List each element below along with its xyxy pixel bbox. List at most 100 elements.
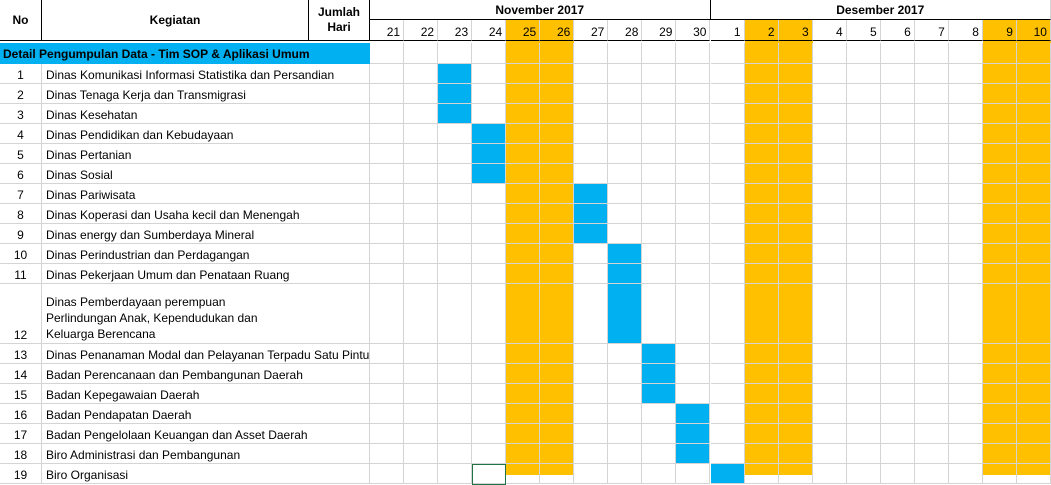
grid-cell[interactable]: [370, 244, 404, 264]
grid-cell[interactable]: [881, 344, 915, 364]
grid-cell[interactable]: [370, 84, 404, 104]
grid-cell[interactable]: [847, 424, 881, 444]
grid-cell[interactable]: [404, 84, 438, 104]
grid-cell[interactable]: [779, 144, 813, 164]
grid-cell[interactable]: [779, 224, 813, 244]
grid-cell[interactable]: [949, 244, 983, 264]
grid-cell[interactable]: [915, 264, 949, 284]
grid-cell[interactable]: [404, 144, 438, 164]
grid-cell[interactable]: [642, 244, 676, 264]
grid-cell[interactable]: [949, 344, 983, 364]
grid-cell[interactable]: [574, 124, 608, 144]
grid-cell[interactable]: [608, 184, 642, 204]
grid-cell[interactable]: [438, 144, 472, 164]
grid-cell[interactable]: [915, 364, 949, 384]
grid-cell[interactable]: [574, 204, 608, 224]
grid-cell[interactable]: [574, 104, 608, 124]
grid-cell[interactable]: [745, 264, 779, 284]
grid-cell[interactable]: [472, 424, 506, 444]
grid-cell[interactable]: [915, 384, 949, 404]
grid-cell[interactable]: [676, 464, 710, 484]
grid-cell[interactable]: [404, 264, 438, 284]
grid-cell[interactable]: [404, 124, 438, 144]
grid-cell[interactable]: [642, 384, 676, 404]
grid-cell[interactable]: [574, 344, 608, 364]
grid-cell[interactable]: [438, 344, 472, 364]
grid-cell[interactable]: [881, 424, 915, 444]
grid-cell[interactable]: [540, 344, 574, 364]
grid-cell[interactable]: [711, 344, 745, 364]
grid-cell[interactable]: [506, 404, 540, 424]
grid-cell[interactable]: [472, 124, 506, 144]
grid-cell[interactable]: [745, 344, 779, 364]
grid-cell[interactable]: [608, 284, 642, 344]
grid-cell[interactable]: [642, 184, 676, 204]
grid-cell[interactable]: [642, 404, 676, 424]
grid-cell[interactable]: [370, 464, 404, 484]
grid-cell[interactable]: [813, 264, 847, 284]
grid-cell[interactable]: [779, 364, 813, 384]
grid-cell[interactable]: [404, 364, 438, 384]
grid-cell[interactable]: [438, 244, 472, 264]
grid-cell[interactable]: [881, 104, 915, 124]
grid-cell[interactable]: [1017, 184, 1051, 204]
grid-cell[interactable]: [847, 204, 881, 224]
grid-cell[interactable]: [949, 104, 983, 124]
grid-cell[interactable]: [506, 64, 540, 84]
grid-cell[interactable]: [711, 284, 745, 344]
grid-cell[interactable]: [574, 444, 608, 464]
grid-cell[interactable]: [404, 344, 438, 364]
grid-cell[interactable]: [506, 444, 540, 464]
grid-cell[interactable]: [676, 404, 710, 424]
grid-cell[interactable]: [1017, 164, 1051, 184]
grid-cell[interactable]: [745, 464, 779, 484]
grid-cell[interactable]: [711, 244, 745, 264]
grid-cell[interactable]: [745, 124, 779, 144]
grid-cell[interactable]: [983, 124, 1017, 144]
grid-cell[interactable]: [881, 404, 915, 424]
grid-cell[interactable]: [472, 84, 506, 104]
grid-cell[interactable]: [745, 84, 779, 104]
grid-cell[interactable]: [881, 264, 915, 284]
grid-cell[interactable]: [1017, 204, 1051, 224]
grid-cell[interactable]: [847, 364, 881, 384]
grid-cell[interactable]: [847, 384, 881, 404]
grid-cell[interactable]: [370, 144, 404, 164]
grid-cell[interactable]: [404, 404, 438, 424]
grid-cell[interactable]: [608, 444, 642, 464]
grid-cell[interactable]: [676, 384, 710, 404]
grid-cell[interactable]: [813, 144, 847, 164]
grid-cell[interactable]: [983, 84, 1017, 104]
grid-cell[interactable]: [540, 424, 574, 444]
grid-cell[interactable]: [506, 224, 540, 244]
grid-cell[interactable]: [949, 404, 983, 424]
grid-cell[interactable]: [608, 204, 642, 224]
grid-cell[interactable]: [506, 284, 540, 344]
grid-cell[interactable]: [404, 184, 438, 204]
grid-cell[interactable]: [711, 464, 745, 484]
grid-cell[interactable]: [506, 464, 540, 484]
grid-cell[interactable]: [949, 384, 983, 404]
grid-cell[interactable]: [949, 424, 983, 444]
grid-cell[interactable]: [370, 384, 404, 404]
grid-cell[interactable]: [642, 424, 676, 444]
grid-cell[interactable]: [915, 284, 949, 344]
grid-cell[interactable]: [642, 364, 676, 384]
grid-cell[interactable]: [745, 364, 779, 384]
grid-cell[interactable]: [642, 464, 676, 484]
grid-cell[interactable]: [574, 404, 608, 424]
grid-cell[interactable]: [745, 384, 779, 404]
grid-cell[interactable]: [506, 264, 540, 284]
grid-cell[interactable]: [608, 224, 642, 244]
grid-cell[interactable]: [983, 164, 1017, 184]
grid-cell[interactable]: [779, 444, 813, 464]
grid-cell[interactable]: [438, 104, 472, 124]
grid-cell[interactable]: [779, 204, 813, 224]
grid-cell[interactable]: [608, 384, 642, 404]
grid-cell[interactable]: [745, 284, 779, 344]
grid-cell[interactable]: [813, 464, 847, 484]
grid-cell[interactable]: [642, 444, 676, 464]
grid-cell[interactable]: [881, 464, 915, 484]
grid-cell[interactable]: [642, 144, 676, 164]
grid-cell[interactable]: [676, 204, 710, 224]
